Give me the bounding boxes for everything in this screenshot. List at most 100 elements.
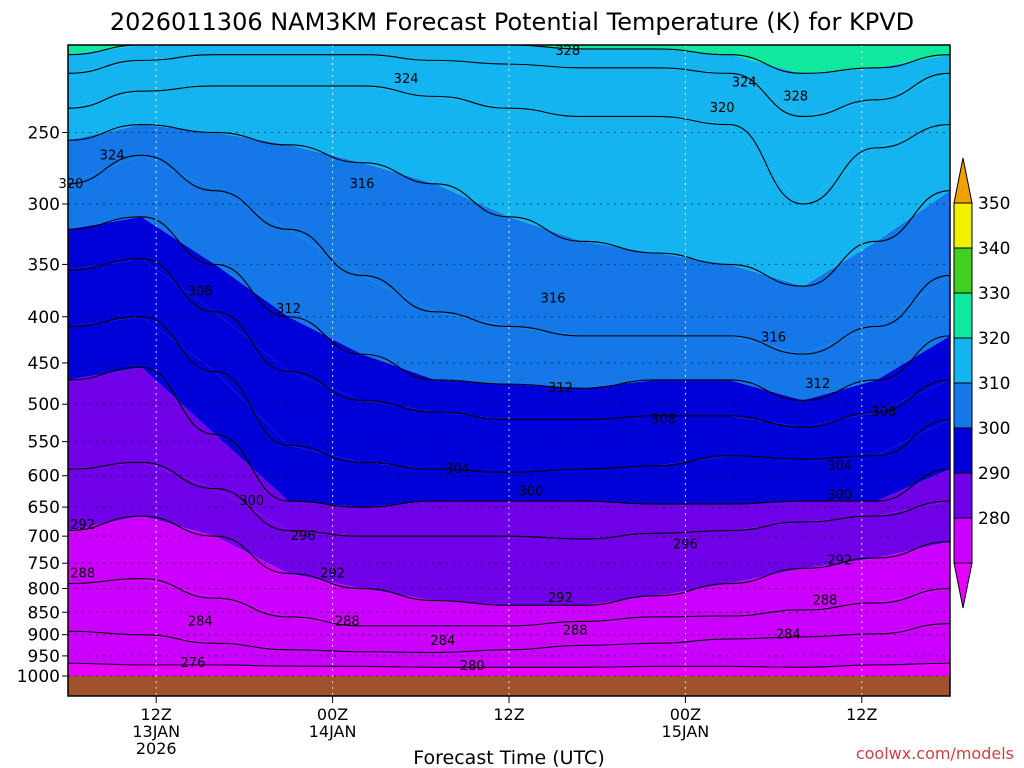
band-296 bbox=[68, 367, 950, 539]
ytick-label-250: 250 bbox=[28, 123, 60, 143]
ytick-label-750: 750 bbox=[28, 554, 60, 574]
colorbar-swatch-350 bbox=[953, 202, 973, 249]
ytick-label-350: 350 bbox=[28, 255, 60, 275]
colorbar-over bbox=[953, 157, 973, 204]
contour-label-296: 296 bbox=[673, 537, 698, 552]
band-324 bbox=[68, 54, 950, 204]
colorbar-swatch-300 bbox=[953, 427, 973, 474]
colorbar-label-330: 330 bbox=[978, 284, 1010, 304]
contour-label-300: 300 bbox=[519, 485, 544, 500]
colorbar-label-310: 310 bbox=[978, 374, 1010, 394]
xtick-date-36: 15JAN bbox=[662, 722, 710, 741]
band-top bbox=[68, 45, 950, 74]
contour-label-316: 316 bbox=[761, 331, 786, 346]
contour-label-316: 316 bbox=[541, 292, 566, 307]
contour-label-284: 284 bbox=[188, 614, 213, 629]
colorbar-label-320: 320 bbox=[978, 329, 1010, 349]
xtick-label-12: 00Z bbox=[317, 705, 348, 724]
xtick-label-24: 12Z bbox=[493, 705, 524, 724]
contour-316 bbox=[68, 154, 950, 355]
contour-label-292: 292 bbox=[320, 567, 345, 582]
ytick-label-700: 700 bbox=[28, 527, 60, 547]
contour-label-308: 308 bbox=[188, 284, 213, 299]
ytick-label-400: 400 bbox=[28, 308, 60, 328]
colorbar-swatch-290 bbox=[953, 472, 973, 519]
contour-label-288: 288 bbox=[335, 614, 360, 629]
contour-312 bbox=[68, 216, 950, 401]
contour-284 bbox=[68, 623, 950, 654]
contour-label-292: 292 bbox=[70, 518, 95, 533]
colorbar-label-280: 280 bbox=[978, 509, 1010, 529]
contour-label-316: 316 bbox=[350, 177, 375, 192]
ytick-label-300: 300 bbox=[28, 195, 60, 215]
colorbar-label-290: 290 bbox=[978, 464, 1010, 484]
contour-label-324: 324 bbox=[732, 75, 757, 90]
band-312 bbox=[68, 155, 950, 401]
contour-label-320: 320 bbox=[59, 177, 84, 192]
contour-label-312: 312 bbox=[805, 377, 830, 392]
contour-304 bbox=[68, 316, 950, 473]
xtick-label-36: 00Z bbox=[670, 705, 701, 724]
contour-308 bbox=[68, 258, 950, 428]
colorbar-swatch-340 bbox=[953, 247, 973, 294]
contour-label-288: 288 bbox=[563, 623, 588, 638]
contour-label-328: 328 bbox=[783, 89, 808, 104]
xtick-date-0: 13JAN bbox=[132, 722, 180, 741]
contour-label-284: 284 bbox=[776, 628, 801, 643]
contour-300 bbox=[68, 366, 950, 508]
colorbar: 280 290 300 310 320 330 340 350 bbox=[953, 157, 1010, 609]
xtick-date-12: 14JAN bbox=[309, 722, 357, 741]
ytick-label-900: 900 bbox=[28, 626, 60, 646]
contour-label-288: 288 bbox=[813, 594, 838, 609]
colorbar-swatch-320 bbox=[953, 337, 973, 384]
colorbar-label-350: 350 bbox=[978, 194, 1010, 214]
contour-label-308: 308 bbox=[871, 405, 896, 420]
ground-layer bbox=[68, 676, 950, 696]
grid-lines bbox=[68, 45, 950, 696]
band-300 bbox=[68, 316, 950, 508]
contour-label-320: 320 bbox=[710, 101, 735, 116]
band-328 bbox=[68, 45, 950, 117]
contour-280 bbox=[68, 662, 950, 668]
contour-label-312: 312 bbox=[276, 302, 301, 317]
contour-label-300: 300 bbox=[827, 488, 852, 503]
band-316 bbox=[68, 124, 950, 355]
contour-label-288: 288 bbox=[70, 567, 95, 582]
band-292 bbox=[68, 462, 950, 606]
ytick-label-650: 650 bbox=[28, 498, 60, 518]
contour-label-324: 324 bbox=[394, 72, 419, 87]
chart-title: 2026011306 NAM3KM Forecast Potential Tem… bbox=[110, 8, 914, 36]
band-280 bbox=[68, 623, 950, 668]
colorbar-label-340: 340 bbox=[978, 239, 1010, 259]
ytick-label-550: 550 bbox=[28, 433, 60, 453]
contour-label-324: 324 bbox=[100, 148, 125, 163]
ytick-label-950: 950 bbox=[28, 647, 60, 667]
contour-label-308: 308 bbox=[651, 413, 676, 428]
colorbar-under bbox=[953, 562, 973, 609]
contour-296 bbox=[68, 461, 950, 540]
contour-label-280: 280 bbox=[460, 659, 485, 674]
colorbar-label-300: 300 bbox=[978, 419, 1010, 439]
contour-328 bbox=[68, 54, 950, 118]
contour-label-284: 284 bbox=[430, 634, 455, 649]
ytick-label-800: 800 bbox=[28, 580, 60, 600]
colorbar-swatch-330 bbox=[953, 292, 973, 339]
band-288 bbox=[68, 516, 950, 626]
xtick-label-48: 12Z bbox=[846, 705, 877, 724]
x-axis-label: Forecast Time (UTC) bbox=[413, 747, 604, 768]
xtick-label-0: 12Z bbox=[141, 705, 172, 724]
band-320 bbox=[68, 85, 950, 287]
contour-label-292: 292 bbox=[827, 554, 852, 569]
ytick-label-500: 500 bbox=[28, 395, 60, 415]
contour-labels: 320 324 316 324 328 324 320 328 308 312 316 316 312 3… bbox=[59, 44, 897, 674]
y-axis: 250 300 350 400 450 500 550 600 650 700 750 800 850 9… bbox=[17, 123, 68, 687]
contour-label-304: 304 bbox=[827, 459, 852, 474]
band-304 bbox=[68, 258, 950, 473]
ytick-label-450: 450 bbox=[28, 354, 60, 374]
credit-text: coolwx.com/models bbox=[856, 744, 1014, 763]
ytick-label-600: 600 bbox=[28, 467, 60, 487]
contour-label-304: 304 bbox=[445, 462, 470, 477]
contour-label-292: 292 bbox=[548, 591, 573, 606]
